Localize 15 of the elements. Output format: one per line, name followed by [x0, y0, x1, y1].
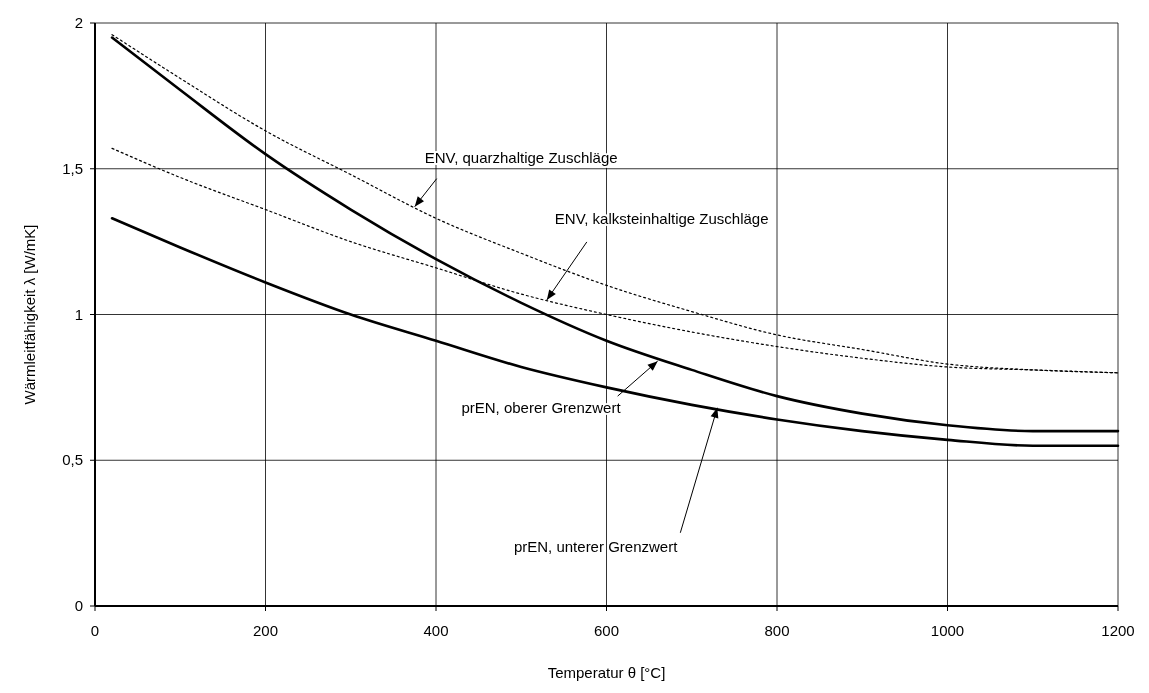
x-tick-label: 200 [252, 622, 279, 639]
y-tick-label: 0 [74, 597, 83, 614]
x-tick-label: 800 [764, 622, 790, 639]
y-tick-label: 2 [74, 14, 83, 31]
x-axis-title: Temperatur θ [°C] [547, 664, 666, 681]
x-tick-label: 400 [423, 622, 449, 639]
y-tick-label: 0,5 [62, 451, 83, 469]
x-tick-label: 600 [593, 622, 620, 639]
x-tick-label: 1200 [1101, 622, 1135, 639]
y-tick-label: 1 [74, 305, 83, 323]
x-tick-label: 1000 [930, 622, 965, 639]
y-tick-label: 1,5 [62, 159, 83, 177]
x-tick-label: 0 [90, 622, 100, 639]
y-axis-title: Wärmleitfähigkeit λ [W/mK] [21, 224, 38, 405]
annotation: prEN, unterer Grenzwert [513, 537, 679, 555]
